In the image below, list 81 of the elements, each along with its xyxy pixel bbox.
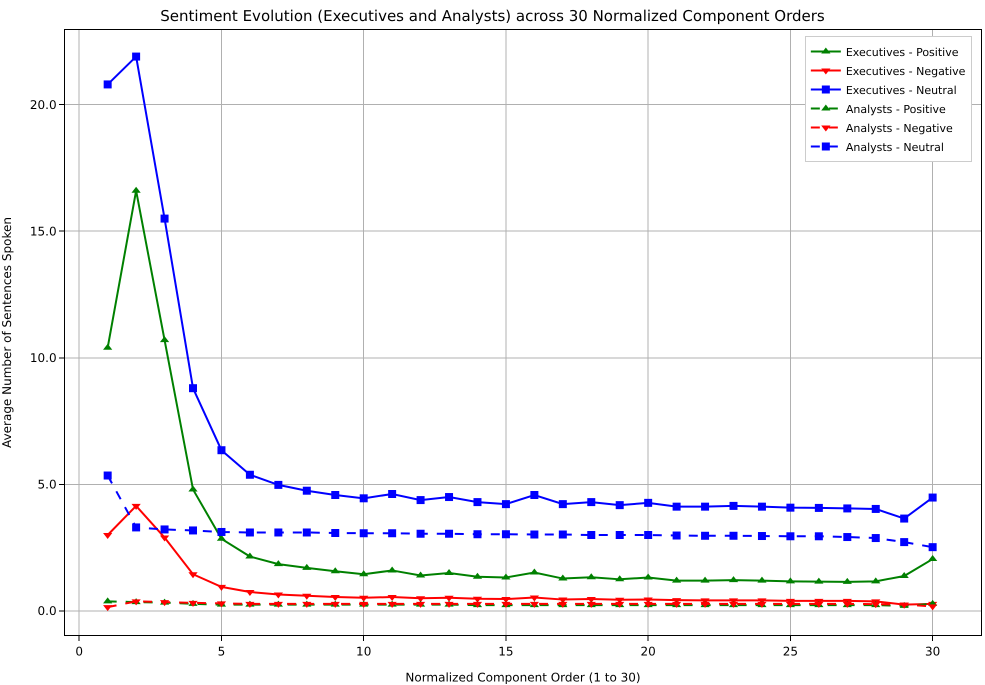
point xyxy=(160,214,169,223)
point xyxy=(900,538,908,546)
legend-label: Executives - Negative xyxy=(846,64,966,78)
x-tick-label: 30 xyxy=(925,644,940,658)
point xyxy=(360,529,368,538)
point xyxy=(388,529,396,538)
point xyxy=(246,470,254,479)
point xyxy=(758,532,766,540)
point xyxy=(900,514,908,523)
point xyxy=(132,523,140,532)
point xyxy=(701,532,710,540)
point xyxy=(473,530,482,538)
x-tick-label: 25 xyxy=(782,644,798,658)
point xyxy=(644,531,652,540)
point xyxy=(786,532,794,540)
point xyxy=(189,384,198,392)
point xyxy=(302,486,311,495)
x-tick-label: 10 xyxy=(356,644,372,658)
y-tick-label: 10.0 xyxy=(30,351,57,366)
point xyxy=(758,502,766,511)
legend-label: Executives - Neutral xyxy=(846,84,957,97)
point xyxy=(587,498,596,506)
point xyxy=(616,501,624,510)
x-tick-label: 15 xyxy=(498,644,514,658)
point xyxy=(246,528,254,536)
point xyxy=(331,528,340,537)
legend-label: Analysts - Neutral xyxy=(846,140,944,154)
x-tick-label: 0 xyxy=(75,644,84,658)
point xyxy=(672,532,681,540)
point xyxy=(331,491,340,500)
point xyxy=(360,494,368,502)
y-axis-title: Average Number of Sentences Spoken xyxy=(0,217,14,448)
point xyxy=(445,530,454,538)
point xyxy=(786,504,794,512)
point xyxy=(872,534,880,542)
point xyxy=(814,504,823,512)
point xyxy=(843,504,852,512)
point xyxy=(217,528,226,536)
y-tick-label: 15.0 xyxy=(30,224,57,238)
point xyxy=(302,528,311,536)
point xyxy=(730,532,738,540)
point xyxy=(558,530,567,538)
point xyxy=(530,530,538,538)
point xyxy=(814,532,823,540)
y-tick-label: 20.0 xyxy=(30,98,57,112)
legend-label: Analysts - Positive xyxy=(846,102,946,116)
point xyxy=(274,480,282,489)
point xyxy=(587,531,596,540)
point xyxy=(928,543,937,552)
point xyxy=(132,52,140,61)
point xyxy=(473,498,482,506)
point xyxy=(189,526,198,534)
legend-label: Analysts - Negative xyxy=(846,122,953,135)
point xyxy=(160,525,169,534)
point xyxy=(843,533,852,542)
point xyxy=(388,490,396,498)
y-tick-label: 0.0 xyxy=(38,604,57,618)
legend-label: Executives - Positive xyxy=(846,46,959,59)
point xyxy=(644,498,652,507)
point xyxy=(672,502,681,511)
point xyxy=(616,531,624,540)
chart-title: Sentiment Evolution (Executives and Analysts) across 30 Normalized Component Orders xyxy=(160,6,825,25)
x-tick-label: 20 xyxy=(640,644,656,658)
y-tick-label: 5.0 xyxy=(38,478,57,492)
point xyxy=(530,491,538,500)
point xyxy=(502,530,510,538)
point xyxy=(445,493,454,502)
point xyxy=(872,504,880,513)
point xyxy=(104,80,112,88)
point xyxy=(502,500,510,508)
point xyxy=(274,528,282,536)
x-axis-title: Normalized Component Order (1 to 30) xyxy=(405,670,641,684)
point xyxy=(217,446,226,454)
point xyxy=(730,502,738,510)
point xyxy=(104,472,112,480)
point xyxy=(416,530,425,538)
point xyxy=(701,502,710,511)
x-tick-label: 5 xyxy=(218,644,226,658)
point xyxy=(928,494,937,502)
point xyxy=(558,500,567,508)
point xyxy=(416,496,425,504)
